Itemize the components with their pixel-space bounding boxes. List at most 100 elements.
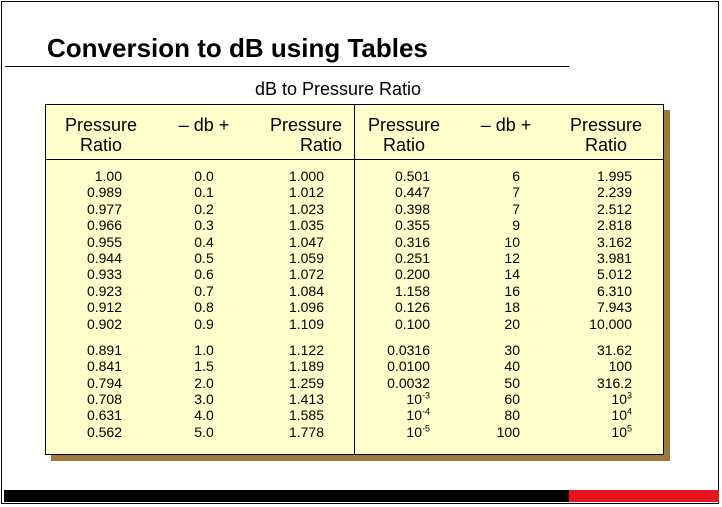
cell: 0.902 xyxy=(86,315,122,332)
cell: 0.891 xyxy=(86,341,122,358)
cell: 4.0 xyxy=(194,407,214,424)
header-pressure-ratio-neg-left: Pressure Ratio xyxy=(64,115,138,155)
header-pressure-ratio-pos-right: Pressure Ratio xyxy=(569,115,643,155)
conversion-table: Pressure Ratio – db + Pressure Ratio Pre… xyxy=(45,104,664,455)
cell: 0.0100 xyxy=(387,358,430,375)
page-title: Conversion to dB using Tables xyxy=(47,33,428,63)
cell: 0.5 xyxy=(194,249,214,266)
cell: 9 xyxy=(512,217,520,234)
cell: 2.818 xyxy=(596,217,632,234)
cell: 1.096 xyxy=(288,299,324,316)
cell: 1.585 xyxy=(288,407,324,424)
cell: 0.708 xyxy=(86,391,122,408)
cell: 100 xyxy=(608,358,632,375)
cell: 0.977 xyxy=(86,200,122,217)
left-neg-ratio-column: 1.00 0.989 0.977 0.966 0.955 0.944 0.933… xyxy=(56,168,122,440)
cell: 0.126 xyxy=(394,299,430,316)
cell: 0.9 xyxy=(194,315,214,332)
table-subtitle: dB to Pressure Ratio xyxy=(254,79,422,99)
right-db-column: 6 7 7 9 10 12 14 16 18 20 30 40 50 60 80… xyxy=(476,168,520,440)
cell: 1.000 xyxy=(288,168,324,184)
power-cell: 10-5 xyxy=(406,423,430,440)
cell: 1.012 xyxy=(288,184,324,201)
cell: 50 xyxy=(504,374,520,391)
cell: 0.501 xyxy=(394,168,430,184)
cell: 1.0 xyxy=(194,341,214,358)
cell: 20 xyxy=(504,315,520,332)
cell: 31.62 xyxy=(596,341,632,358)
header-db-right: – db + xyxy=(480,115,532,135)
cell: 1.413 xyxy=(288,391,324,408)
cell: 7 xyxy=(512,184,520,201)
cell: 0.794 xyxy=(86,374,122,391)
cell: 14 xyxy=(504,266,520,283)
power-cell: 104 xyxy=(611,406,632,424)
cell: 1.00 xyxy=(94,168,122,184)
cell: 100 xyxy=(496,423,520,440)
cell: 0.398 xyxy=(394,200,430,217)
cell: 0.955 xyxy=(86,233,122,250)
cell: 1.122 xyxy=(288,341,324,358)
cell: 1.259 xyxy=(288,374,324,391)
cell: 6.310 xyxy=(596,282,632,299)
cell: 1.778 xyxy=(288,423,324,440)
cell: 0.3 xyxy=(194,217,214,234)
cell: 1.023 xyxy=(288,200,324,217)
cell: 0.316 xyxy=(394,233,430,250)
cell: 1.059 xyxy=(288,249,324,266)
cell: 5.012 xyxy=(596,266,632,283)
cell: 0.6 xyxy=(194,266,214,283)
cell: 0.0 xyxy=(194,168,214,184)
cell: 0.7 xyxy=(194,282,214,299)
right-neg-ratio-column: 0.501 0.447 0.398 0.355 0.316 0.251 0.20… xyxy=(364,168,430,440)
header-pressure-ratio-neg-right: Pressure Ratio xyxy=(367,115,441,155)
cell: 3.981 xyxy=(596,249,632,266)
cell: 0.0032 xyxy=(387,374,430,391)
cell: 0.631 xyxy=(86,407,122,424)
header-pressure-ratio-pos-left: Pressure Ratio xyxy=(269,115,342,155)
cell: 18 xyxy=(504,299,520,316)
cell: 1.047 xyxy=(288,233,324,250)
cell: 1.109 xyxy=(288,315,324,332)
cell: 0.966 xyxy=(86,217,122,234)
power-cell: 10-4 xyxy=(406,406,430,424)
cell: 0.355 xyxy=(394,217,430,234)
cell: 80 xyxy=(504,407,520,424)
cell: 10 xyxy=(504,233,520,250)
cell: 12 xyxy=(504,249,520,266)
cell: 0.2 xyxy=(194,200,214,217)
cell: 7.943 xyxy=(596,299,632,316)
cell: 0.8 xyxy=(194,299,214,316)
cell: 316.2 xyxy=(596,374,632,391)
cell: 0.100 xyxy=(394,315,430,332)
header-db-left: – db + xyxy=(178,115,230,135)
left-pos-ratio-column: 1.000 1.012 1.023 1.035 1.047 1.059 1.07… xyxy=(258,168,324,440)
footer-bar-black xyxy=(4,490,569,502)
cell: 10.000 xyxy=(589,315,632,332)
title-underline xyxy=(5,66,569,67)
power-cell: 103 xyxy=(611,390,632,408)
cell: 3.0 xyxy=(194,391,214,408)
center-divider xyxy=(354,105,355,454)
cell: 0.912 xyxy=(86,299,122,316)
cell: 0.0316 xyxy=(387,341,430,358)
left-db-column: 0.0 0.1 0.2 0.3 0.4 0.5 0.6 0.7 0.8 0.9 … xyxy=(184,168,224,440)
cell: 0.841 xyxy=(86,358,122,375)
cell: 1.084 xyxy=(288,282,324,299)
cell: 40 xyxy=(504,358,520,375)
cell: 1.072 xyxy=(288,266,324,283)
cell: 1.995 xyxy=(596,168,632,184)
cell: 0.200 xyxy=(394,266,430,283)
cell: 0.251 xyxy=(394,249,430,266)
cell: 7 xyxy=(512,200,520,217)
cell: 0.447 xyxy=(394,184,430,201)
power-cell: 10-3 xyxy=(406,390,430,408)
cell: 0.562 xyxy=(86,423,122,440)
cell: 1.158 xyxy=(394,282,430,299)
cell: 0.1 xyxy=(194,184,214,201)
cell: 60 xyxy=(504,391,520,408)
cell: 2.0 xyxy=(194,374,214,391)
cell: 0.4 xyxy=(194,233,214,250)
cell: 1.5 xyxy=(194,358,214,375)
